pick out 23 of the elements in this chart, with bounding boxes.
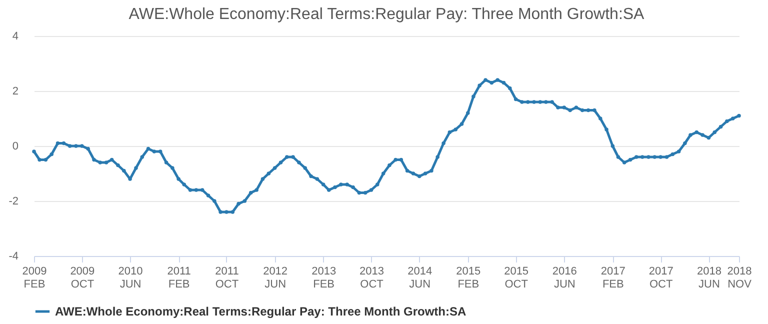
x-tick-label: 2012 JUN: [263, 266, 288, 290]
y-tick-label: 0: [12, 140, 18, 152]
x-tick-label: 2017 OCT: [648, 266, 674, 290]
y-tick-label: 4: [12, 30, 18, 42]
x-tick-label: 2018 JUN: [696, 266, 722, 290]
x-tick-label: 2018 NOV: [727, 266, 752, 290]
y-tick-label: -2: [8, 196, 18, 208]
x-tick-label: 2011 OCT: [215, 266, 239, 290]
x-tick-label: 2015 OCT: [504, 266, 529, 290]
x-tick-label: 2009 OCT: [70, 266, 95, 290]
y-tick-label: 2: [12, 86, 18, 98]
x-tick-label: 2013 FEB: [312, 266, 336, 290]
x-tick-label: 2010 JUN: [118, 266, 143, 290]
x-tick-label: 2009 FEB: [22, 266, 47, 290]
legend-label: AWE:Whole Economy:Real Terms:Regular Pay: Three Month Growth:SA: [55, 304, 466, 318]
y-tick-label: -4: [8, 250, 18, 262]
x-tick-label: 2013 OCT: [360, 266, 384, 290]
x-tick-label: 2011 FEB: [167, 266, 191, 290]
x-tick-label: 2017 FEB: [600, 266, 626, 290]
x-tick-label: 2016 JUN: [552, 266, 577, 290]
chart-title: AWE:Whole Economy:Real Terms:Regular Pay: Three Month Growth:SA: [128, 6, 645, 23]
x-tick-label: 2014 JUN: [408, 266, 432, 290]
x-tick-label: 2015 FEB: [456, 266, 481, 290]
